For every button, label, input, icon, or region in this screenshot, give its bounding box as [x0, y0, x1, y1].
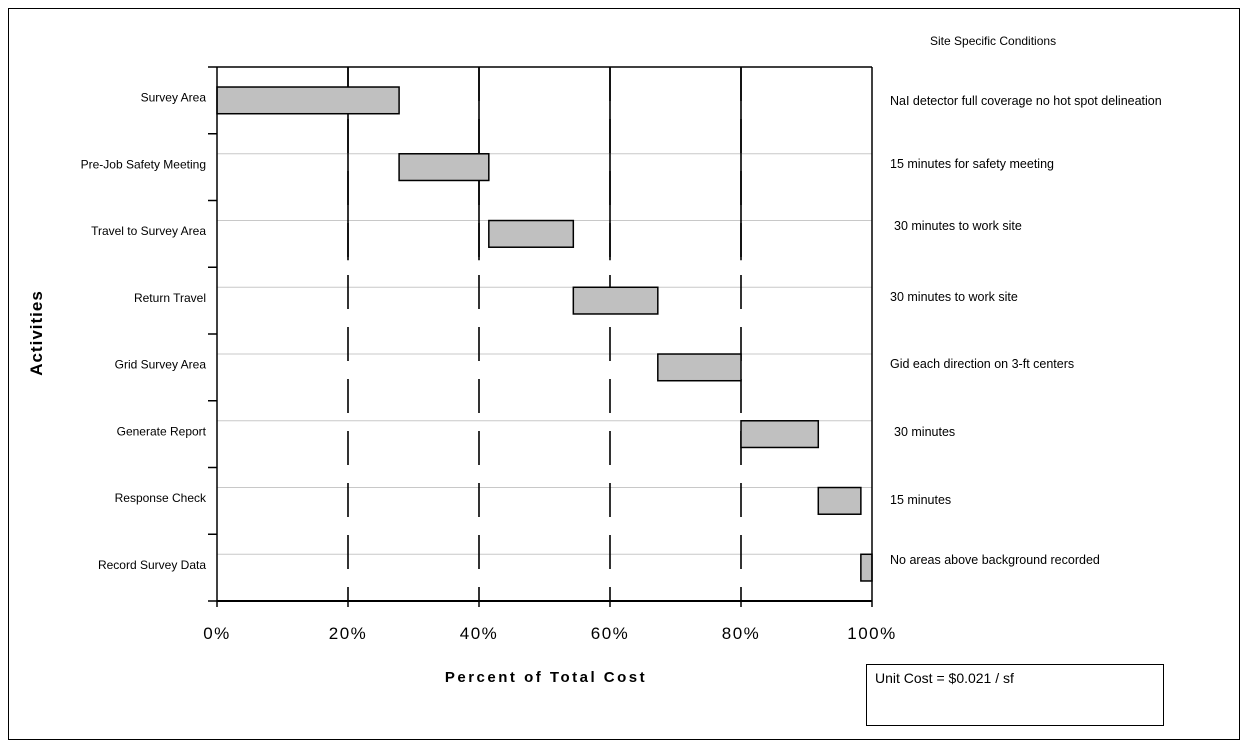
site-condition-grid-survey: Gid each direction on 3-ft centers: [890, 357, 1075, 371]
x-tick-label: 100%: [847, 624, 896, 643]
site-condition-travel: 30 minutes to work site: [894, 219, 1022, 233]
x-tick-label: 20%: [329, 624, 368, 643]
unit-cost-box: Unit Cost = $0.021 / sf: [866, 664, 1164, 726]
site-condition-response-check: 15 minutes: [890, 493, 952, 507]
activity-bar: [572, 286, 659, 315]
site-condition-safety-meeting: 15 minutes for safety meeting: [890, 157, 1054, 171]
chart-frame: [8, 8, 1240, 740]
category-label: Pre-Job Safety Meeting: [81, 157, 206, 171]
category-label: Survey Area: [141, 91, 207, 105]
site-conditions-title: Site Specific Conditions: [930, 34, 1057, 48]
x-tick-label: 80%: [722, 624, 761, 643]
category-label: Generate Report: [117, 424, 207, 438]
activity-bar: [860, 553, 873, 582]
site-condition-generate-report: 30 minutes: [894, 425, 956, 439]
category-label: Return Travel: [134, 291, 206, 305]
site-condition-record-data: No areas above background recorded: [890, 553, 1100, 567]
x-axis-title: Percent of Total Cost: [445, 669, 647, 686]
x-tick-label: 40%: [460, 624, 499, 643]
activity-bar: [657, 353, 742, 382]
activity-bar: [740, 420, 820, 449]
category-label: Travel to Survey Area: [91, 224, 206, 238]
x-tick-label: 0%: [203, 624, 231, 643]
activity-bar: [817, 486, 862, 515]
activity-bar: [398, 153, 490, 182]
category-label: Grid Survey Area: [115, 358, 207, 372]
category-label: Record Survey Data: [98, 558, 206, 572]
x-tick-label: 60%: [591, 624, 630, 643]
activity-bar: [216, 86, 400, 115]
site-condition-return-travel: 30 minutes to work site: [890, 290, 1018, 304]
category-label: Response Check: [115, 491, 207, 505]
unit-cost-label: Unit Cost = $0.021 / sf: [875, 670, 1014, 686]
y-axis-title: Activities: [27, 290, 46, 376]
activity-bar: [488, 219, 575, 248]
site-condition-survey-area: NaI detector full coverage no hot spot d…: [890, 94, 1162, 108]
